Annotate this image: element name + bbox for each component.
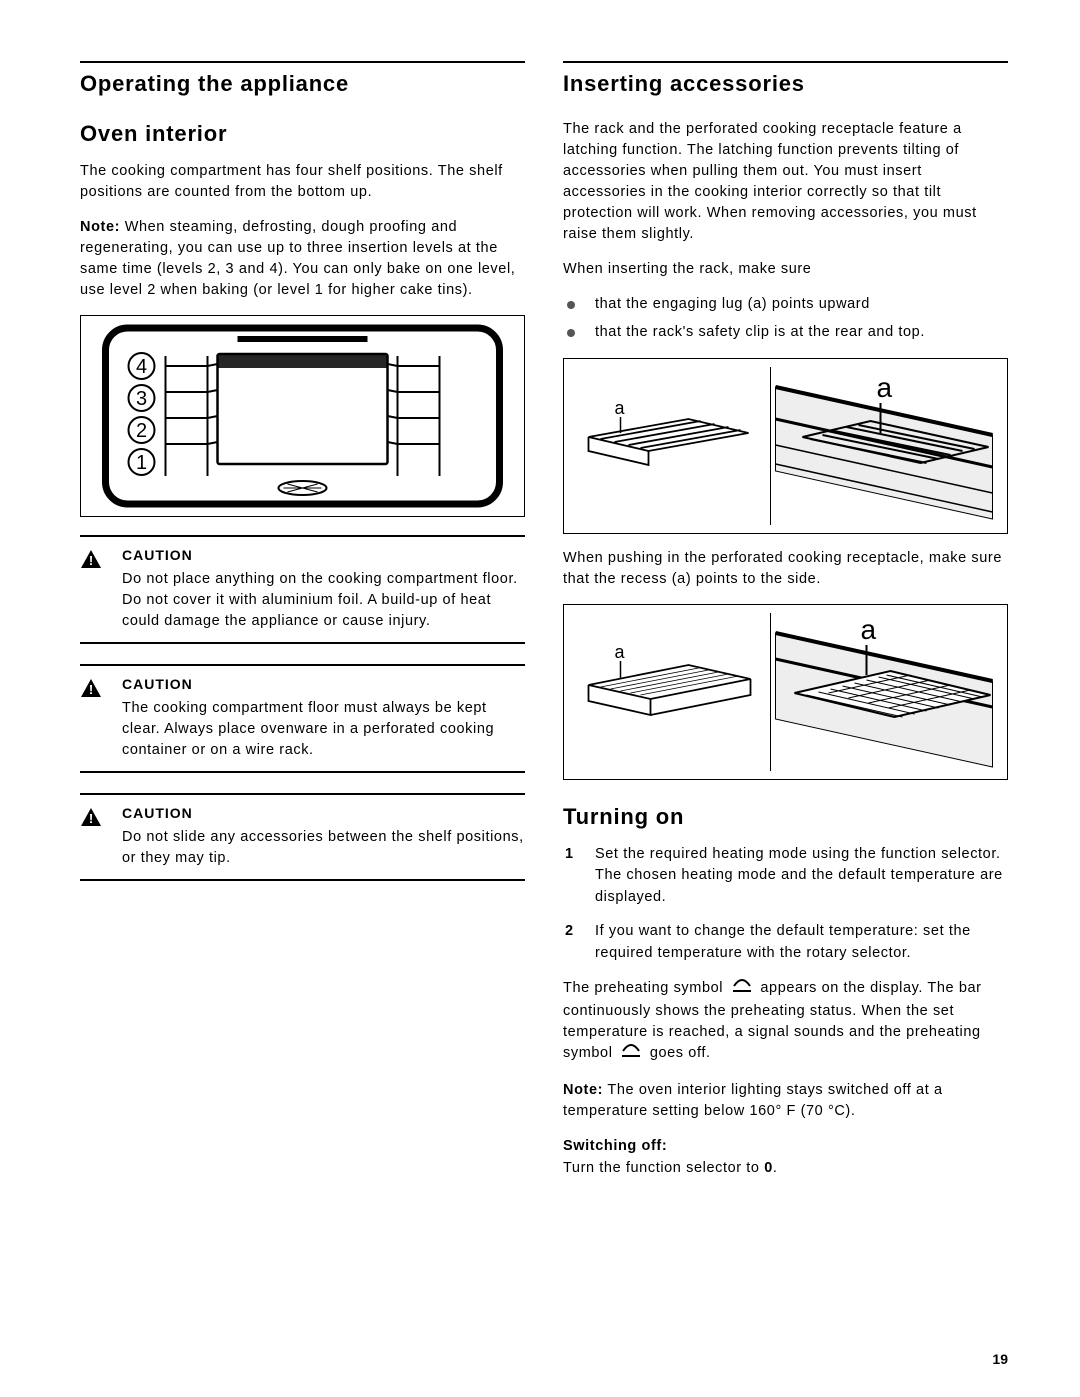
svg-text:!: ! [89, 553, 93, 568]
paragraph-note: Note: When steaming, defrosting, dough p… [80, 217, 525, 301]
manual-page: Operating the appliance Oven interior Th… [0, 0, 1080, 1397]
right-column: Inserting accessories The rack and the p… [563, 55, 1008, 1193]
caution-title: CAUTION [122, 547, 525, 563]
left-column: Operating the appliance Oven interior Th… [80, 55, 525, 1193]
page-number: 19 [992, 1351, 1008, 1367]
caution-text: Do not slide any accessories between the… [122, 827, 525, 869]
note-text: When steaming, defrosting, dough proofin… [80, 219, 515, 298]
svg-text:a: a [861, 614, 877, 645]
oven-svg: 4 3 2 1 [81, 316, 524, 516]
caution-text: The cooking compartment floor must alway… [122, 698, 525, 761]
caution-1: ! CAUTION Do not place anything on the c… [80, 535, 525, 644]
figure-tray: a [563, 604, 1008, 780]
warning-icon: ! [80, 805, 108, 869]
caution-2: ! CAUTION The cooking compartment floor … [80, 664, 525, 773]
caution-3: ! CAUTION Do not slide any accessories b… [80, 793, 525, 881]
paragraph-rack-lead: When inserting the rack, make sure [563, 259, 1008, 280]
note-text: The oven interior lighting stays switche… [563, 1082, 943, 1119]
svg-text:1: 1 [136, 452, 147, 474]
bullet-item: that the engaging lug (a) points upward [563, 294, 1008, 316]
paragraph-preheat: The preheating symbol appears on the dis… [563, 978, 1008, 1066]
rack-svg: a a [564, 359, 1007, 533]
paragraph-receptacle: When pushing in the perforated cooking r… [563, 548, 1008, 590]
text: goes off. [650, 1045, 711, 1061]
caution-body: CAUTION Do not place anything on the coo… [122, 547, 525, 632]
paragraph-intro: The cooking compartment has four shelf p… [80, 161, 525, 203]
caution-title: CAUTION [122, 676, 525, 692]
tray-svg: a [564, 605, 1007, 779]
caution-body: CAUTION The cooking compartment floor mu… [122, 676, 525, 761]
note-label: Note: [80, 219, 120, 235]
turning-on-steps: Set the required heating mode using the … [563, 844, 1008, 965]
svg-text:!: ! [89, 811, 93, 826]
caution-body: CAUTION Do not slide any accessories bet… [122, 805, 525, 869]
step-item: If you want to change the default temper… [563, 921, 1008, 965]
svg-text:a: a [615, 642, 626, 662]
svg-text:a: a [615, 398, 626, 418]
warning-icon: ! [80, 547, 108, 632]
svg-text:!: ! [89, 682, 93, 697]
figure-rack: a a [563, 358, 1008, 534]
svg-text:2: 2 [136, 420, 147, 442]
rack-bullets: that the engaging lug (a) points upward … [563, 294, 1008, 344]
two-column-layout: Operating the appliance Oven interior Th… [80, 55, 1008, 1193]
preheat-icon [731, 978, 753, 1001]
caution-title: CAUTION [122, 805, 525, 821]
preheat-icon [620, 1043, 642, 1066]
text: . [773, 1160, 778, 1176]
step-item: Set the required heating mode using the … [563, 844, 1008, 909]
switch-off-label: Switching off: [563, 1138, 667, 1154]
note-label: Note: [563, 1082, 603, 1098]
svg-text:a: a [877, 372, 893, 403]
heading-turning-on: Turning on [563, 804, 1008, 830]
figure-oven-interior: 4 3 2 1 [80, 315, 525, 517]
switch-off-text: Turn the function selector to [563, 1160, 764, 1176]
svg-text:3: 3 [136, 388, 147, 410]
paragraph-light-note: Note: The oven interior lighting stays s… [563, 1080, 1008, 1122]
svg-text:4: 4 [136, 356, 147, 378]
switch-off-value: 0 [764, 1160, 773, 1176]
caution-text: Do not place anything on the cooking com… [122, 569, 525, 632]
heading-oven-interior: Oven interior [80, 121, 525, 147]
warning-icon: ! [80, 676, 108, 761]
text: The preheating symbol [563, 980, 728, 996]
paragraph-switch-off: Switching off: Turn the function selecto… [563, 1136, 1008, 1178]
heading-operating: Operating the appliance [80, 61, 525, 97]
paragraph-accessories: The rack and the perforated cooking rece… [563, 119, 1008, 245]
heading-accessories: Inserting accessories [563, 61, 1008, 97]
bullet-item: that the rack's safety clip is at the re… [563, 322, 1008, 344]
